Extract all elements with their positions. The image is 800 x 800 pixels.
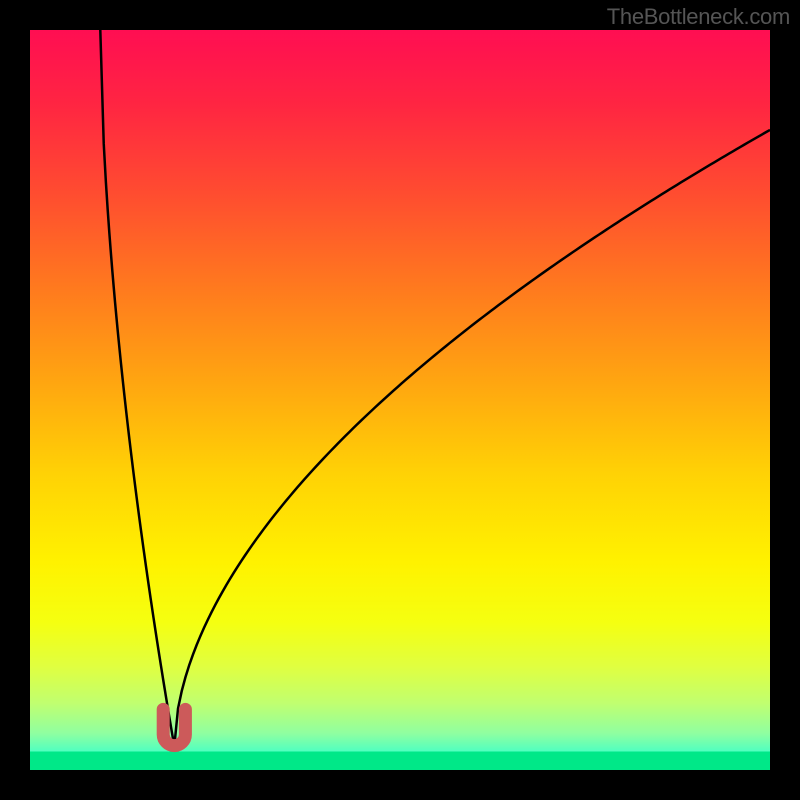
attribution-text: TheBottleneck.com	[607, 4, 790, 30]
bottleneck-chart	[0, 0, 800, 800]
bottom-band	[30, 752, 770, 771]
gradient-background	[30, 30, 770, 770]
chart-container: TheBottleneck.com	[0, 0, 800, 800]
